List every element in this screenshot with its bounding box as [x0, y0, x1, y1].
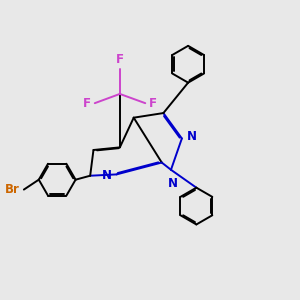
Text: N: N — [187, 130, 197, 143]
Text: N: N — [102, 169, 112, 182]
Text: F: F — [83, 97, 91, 110]
Text: Br: Br — [4, 183, 20, 196]
Text: F: F — [116, 52, 124, 66]
Text: N: N — [167, 177, 178, 190]
Text: F: F — [149, 97, 157, 110]
